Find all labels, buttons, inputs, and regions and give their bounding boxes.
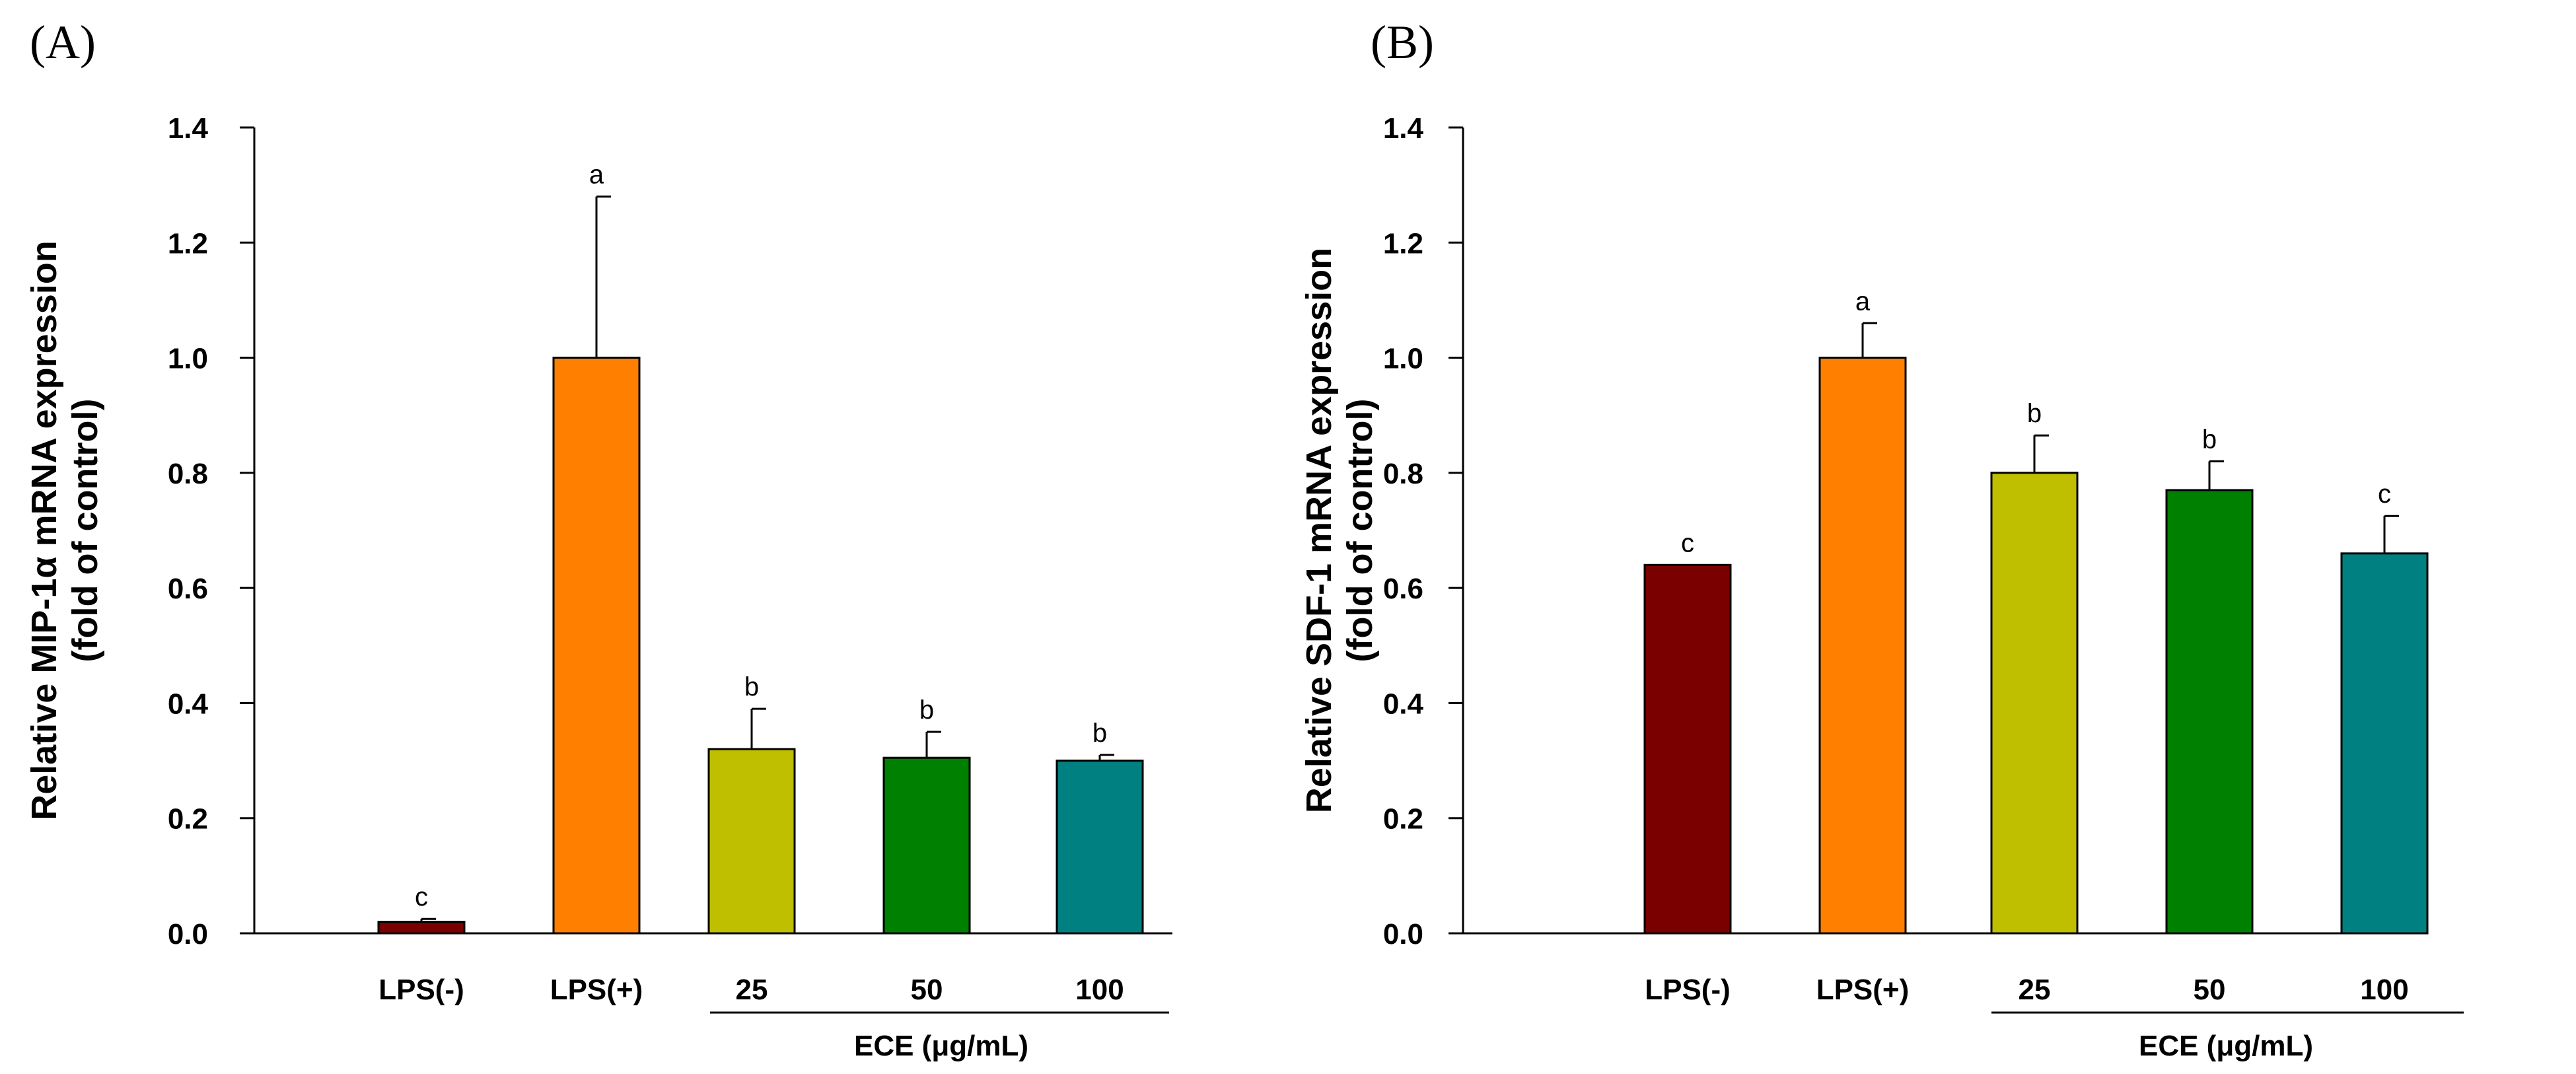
y-tick-label: 0.0 [168, 918, 208, 950]
bar-50 [2165, 489, 2254, 935]
y-tick-label: 0.2 [1383, 803, 1423, 836]
x-tick-label: LPS(+) [550, 974, 643, 1006]
bar-25 [707, 748, 796, 935]
y-axis-label-line-1: Relative SDF-1 mRNA expression [1299, 248, 1339, 813]
significance-letter: a [1855, 287, 1871, 316]
bar-lps [1818, 357, 1907, 935]
y-axis-label-line-1: Relative MIP-1α mRNA expression [24, 240, 64, 820]
bar-lps [377, 921, 466, 935]
significance-letter: b [919, 696, 934, 725]
group-label: ECE (μg/mL) [854, 1030, 1028, 1062]
significance-letter: c [2378, 480, 2391, 509]
y-tick-label: 0.2 [168, 803, 208, 836]
bar-lps [552, 357, 641, 935]
y-tick-label: 0.6 [1383, 573, 1423, 605]
x-tick-label: 25 [2019, 974, 2051, 1006]
y-tick-label: 1.0 [1383, 343, 1423, 375]
significance-letter: c [1681, 528, 1694, 557]
y-tick-label: 0.8 [168, 458, 208, 490]
y-tick-label: 1.0 [168, 343, 208, 375]
significance-letter: b [1092, 719, 1107, 748]
x-tick-label: LPS(+) [1816, 974, 1910, 1006]
x-tick-label: LPS(-) [1645, 974, 1731, 1006]
x-tick-label: 25 [736, 974, 768, 1006]
x-tick-label: 100 [2360, 974, 2408, 1006]
bar-25 [1990, 472, 2079, 935]
y-tick-label: 1.4 [168, 112, 209, 145]
significance-letter: b [2027, 399, 2042, 428]
bar-lps [1643, 563, 1732, 935]
y-tick-label: 1.2 [1383, 227, 1423, 260]
group-label: ECE (μg/mL) [2139, 1030, 2313, 1062]
panel-label: (A) [30, 16, 96, 69]
x-tick-label: 50 [911, 974, 943, 1006]
y-tick-label: 1.2 [168, 227, 208, 260]
y-axis-label: Relative SDF-1 mRNA expression(fold of c… [1299, 248, 1380, 813]
y-axis-label: Relative MIP-1α mRNA expression(fold of … [24, 240, 105, 820]
panel-b-chart: (B) Relative SDF-1 mRNA expression(fold o… [1299, 16, 2464, 1062]
y-axis-label-line-2: (fold of control) [65, 399, 105, 662]
bar-100 [1055, 760, 1144, 935]
bar-50 [882, 756, 971, 935]
panel-a-chart: (A) Relative MIP-1α mRNA expression(fold … [24, 16, 1172, 1062]
significance-letter: b [744, 672, 759, 701]
y-tick-label: 0.6 [168, 573, 208, 605]
panel-label: (B) [1371, 16, 1434, 69]
y-axis-label-line-2: (fold of control) [1340, 399, 1380, 662]
significance-letter: b [2202, 425, 2217, 454]
x-tick-label: 50 [2194, 974, 2226, 1006]
y-tick-label: 0.8 [1383, 458, 1423, 490]
y-tick-label: 1.4 [1383, 112, 1424, 145]
x-tick-label: 100 [1075, 974, 1124, 1006]
significance-letter: a [589, 161, 604, 190]
y-tick-label: 0.0 [1383, 918, 1423, 950]
y-tick-label: 0.4 [1383, 688, 1424, 720]
bar-100 [2340, 552, 2429, 935]
x-tick-label: LPS(-) [378, 974, 464, 1006]
y-tick-label: 0.4 [168, 688, 209, 720]
significance-letter: c [415, 882, 428, 912]
